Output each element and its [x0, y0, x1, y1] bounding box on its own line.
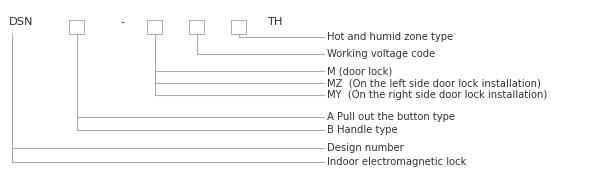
Text: A Pull out the button type: A Pull out the button type	[327, 112, 455, 122]
Text: Indoor electromagnetic lock: Indoor electromagnetic lock	[327, 157, 466, 167]
Bar	[231, 20, 246, 34]
Bar	[147, 20, 162, 34]
Text: Working voltage code: Working voltage code	[327, 49, 435, 59]
Text: Hot and humid zone type: Hot and humid zone type	[327, 32, 453, 42]
Bar	[69, 20, 84, 34]
Text: Design number: Design number	[327, 143, 404, 153]
Text: TH: TH	[267, 17, 283, 27]
Bar	[189, 20, 204, 34]
Text: M (door lock): M (door lock)	[327, 66, 392, 76]
Text: B Handle type: B Handle type	[327, 125, 398, 135]
Text: MZ  (On the left side door lock installation): MZ (On the left side door lock installat…	[327, 78, 541, 88]
Text: -: -	[121, 17, 125, 27]
Text: MY  (On the right side door lock installation): MY (On the right side door lock installa…	[327, 90, 547, 100]
Text: DSN: DSN	[9, 17, 34, 27]
